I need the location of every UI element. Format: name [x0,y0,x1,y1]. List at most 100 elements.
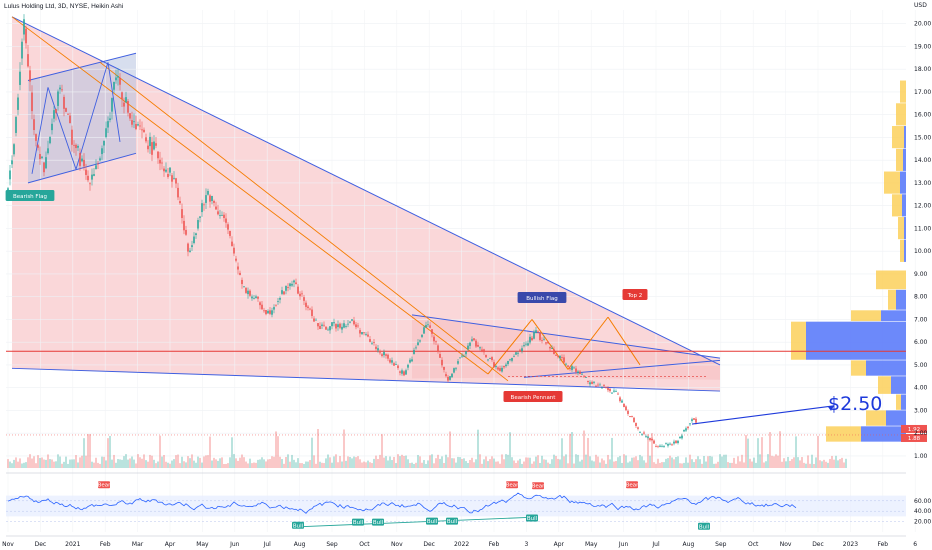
volume-bar [601,458,603,468]
volume-bar [309,460,311,468]
volume-bar [551,459,553,468]
candle-body [249,290,251,296]
y-tick-label: 10.00 [914,248,931,255]
volume-bar [421,462,423,468]
candle-body [131,120,133,125]
candle-body [661,445,663,447]
x-tick-label: Sep [715,541,727,548]
bullish-flag-zone [412,314,720,380]
volume-bar [149,454,151,468]
candle-body [577,371,579,374]
volume-bar [385,456,387,468]
candle-body [555,354,557,356]
volume-bar [255,462,257,468]
x-tick-label: 2023 [843,541,858,548]
candle-body [579,371,581,375]
volume-bar [621,462,623,468]
volume-bar [833,459,835,468]
candle-body [631,416,633,417]
vp-up-bar [826,426,861,442]
candle-body [599,384,601,386]
candle-body [331,322,333,327]
candle-body [653,440,655,444]
candle-body [513,356,515,358]
volume-bar [753,457,755,468]
candle-body [127,101,129,113]
volume-bar [445,454,447,468]
y-tick-label: 2.00 [914,430,928,437]
volume-bar [275,431,277,468]
volume-bar [293,459,295,468]
volume-bar [45,459,47,468]
candle-body [343,323,345,328]
candle-body [427,324,429,326]
y-tick-label: 5.00 [914,362,928,369]
volume-bar [583,430,585,468]
candle-body [371,342,373,344]
candle-body [323,324,325,326]
flag-upper-line [27,52,137,82]
candle-body [157,151,159,159]
candle-body [87,175,89,181]
volume-bar [31,458,33,468]
x-tick-label: Jul [263,541,272,548]
volume-bar [617,457,619,468]
candle-body [293,280,295,283]
candle-body [485,354,487,358]
volume-bar [329,457,331,468]
volume-bar [469,459,471,468]
volume-bar [181,456,183,468]
vp-up-bar [896,148,903,171]
candle-body [165,169,167,172]
candle-body [455,368,457,370]
volume-bar [809,463,811,468]
vp-up-bar [866,410,886,426]
volume-bar [465,461,467,468]
volume-bar [527,457,529,468]
volume-bar [321,462,323,468]
volume-bar [683,462,685,468]
volume-bar [503,459,505,468]
volume-bar [103,456,105,468]
flag-channel-zone [28,53,136,183]
candle-body [333,322,335,324]
candle-body [401,370,403,374]
volume-bar [613,461,615,468]
volume-bar [67,463,69,468]
candle-body [569,368,571,370]
volume-bar [703,456,705,468]
rsi-badge-bg [532,482,544,490]
volume-bar [57,454,59,468]
candle-body [675,440,677,444]
volume-bar [71,459,73,468]
volume-bar [637,460,639,468]
volume-bar [821,461,823,468]
volume-bar [389,456,391,468]
candle-body [481,349,483,352]
candle-body [181,209,183,219]
volume-bar [51,459,53,468]
candle-body [145,137,147,142]
volume-bar [799,460,801,468]
candle-body [113,81,115,90]
volume-bar [485,456,487,468]
volume-bar [241,454,243,468]
volume-bar [107,438,109,468]
candle-body [275,305,277,307]
candle-body [347,323,349,325]
volume-bar [715,463,717,468]
volume-bar [253,462,255,468]
volume-bar [607,454,609,468]
candle-body [235,258,237,261]
volume-bar [685,457,687,468]
candle-body [43,162,45,173]
volume-bar [819,460,821,468]
candle-body [641,434,643,436]
fib-line-1 [11,16,489,375]
candle-body [33,119,35,131]
candle-body [457,361,459,364]
vp-down-bar [861,426,906,442]
rsi-badge: Bull [527,516,538,522]
candle-body [587,380,589,382]
